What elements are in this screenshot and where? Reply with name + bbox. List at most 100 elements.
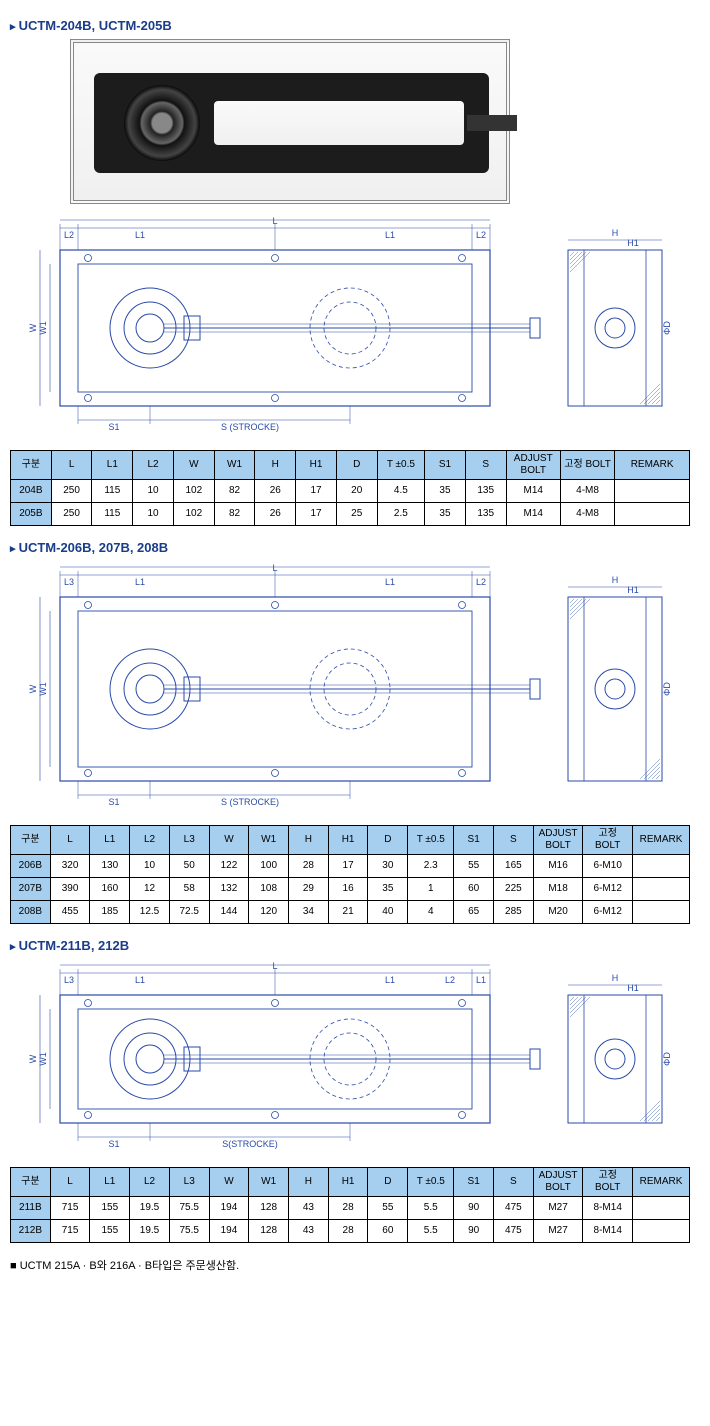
table-cell: 122 <box>209 855 249 878</box>
table-cell: 102 <box>173 503 214 526</box>
table-cell: 225 <box>494 878 534 901</box>
svg-text:L1: L1 <box>135 577 145 587</box>
spec-table: 구분LL1L2WW1HH1DT ±0.5S1SADJUST BOLT고정 BOL… <box>10 450 690 526</box>
table-cell: 43 <box>289 1220 329 1243</box>
table-cell: 205B <box>11 503 52 526</box>
section-title: UCTM-206B, 207B, 208B <box>10 540 700 555</box>
svg-text:ΦD: ΦD <box>662 682 672 696</box>
table-cell: 165 <box>494 855 534 878</box>
table-cell: M18 <box>533 878 583 901</box>
svg-text:L: L <box>272 961 277 971</box>
table-header: S1 <box>454 826 494 855</box>
engineering-drawing: L2L1LL1L2WW1S1S (STROCKE)HH1ΦD <box>10 214 700 442</box>
table-cell: 5.5 <box>408 1197 454 1220</box>
table-cell: 2.5 <box>377 503 425 526</box>
table-cell: 250 <box>51 503 92 526</box>
table-cell: 212B <box>11 1220 51 1243</box>
svg-text:L3: L3 <box>64 975 74 985</box>
table-cell: 19.5 <box>130 1197 170 1220</box>
table-cell: 1 <box>408 878 454 901</box>
table-header: L2 <box>130 826 170 855</box>
table-header: 고정 BOLT <box>583 826 633 855</box>
table-cell: 17 <box>328 855 368 878</box>
table-cell: 115 <box>92 503 133 526</box>
table-header: L <box>50 1168 90 1197</box>
table-cell: 102 <box>173 480 214 503</box>
table-cell: M16 <box>533 855 583 878</box>
table-cell: 206B <box>11 855 51 878</box>
section-title: UCTM-204B, UCTM-205B <box>10 18 700 33</box>
table-header: H1 <box>296 451 337 480</box>
svg-text:L1: L1 <box>135 230 145 240</box>
svg-text:W: W <box>28 1054 38 1063</box>
table-cell: 12 <box>130 878 170 901</box>
table-cell <box>615 480 690 503</box>
svg-text:S1: S1 <box>108 1139 119 1149</box>
table-header: REMARK <box>633 1168 690 1197</box>
table-cell <box>615 503 690 526</box>
table-cell: 20 <box>336 480 377 503</box>
table-cell: 43 <box>289 1197 329 1220</box>
table-header: L1 <box>92 451 133 480</box>
table-cell: 108 <box>249 878 289 901</box>
table-cell: 75.5 <box>169 1197 209 1220</box>
svg-text:ΦD: ΦD <box>662 1052 672 1066</box>
svg-text:L1: L1 <box>135 975 145 985</box>
table-header: S <box>465 451 506 480</box>
table-row: 208B45518512.572.5144120342140465285M206… <box>11 901 690 924</box>
table-cell: 135 <box>465 503 506 526</box>
svg-text:W1: W1 <box>38 321 48 335</box>
svg-text:L3: L3 <box>64 577 74 587</box>
table-cell: 21 <box>328 901 368 924</box>
table-cell: 8-M14 <box>583 1220 633 1243</box>
table-cell: 715 <box>50 1220 90 1243</box>
table-header: W1 <box>249 826 289 855</box>
table-row: 211B71515519.575.51941284328555.590475M2… <box>11 1197 690 1220</box>
table-cell: 100 <box>249 855 289 878</box>
table-cell: 194 <box>209 1220 249 1243</box>
table-row: 205B25011510102822617252.535135M144-M8 <box>11 503 690 526</box>
table-cell: 35 <box>368 878 408 901</box>
table-header: REMARK <box>615 451 690 480</box>
table-header: L <box>50 826 90 855</box>
table-header: S <box>494 826 534 855</box>
table-row: 206B32013010501221002817302.355165M166-M… <box>11 855 690 878</box>
table-cell: 128 <box>249 1197 289 1220</box>
table-cell: 10 <box>130 855 170 878</box>
table-cell: 26 <box>255 503 296 526</box>
table-cell: 155 <box>90 1220 130 1243</box>
table-cell: 60 <box>454 878 494 901</box>
svg-text:S1: S1 <box>108 797 119 807</box>
table-cell: 5.5 <box>408 1220 454 1243</box>
table-cell: 28 <box>328 1197 368 1220</box>
table-header: REMARK <box>633 826 690 855</box>
table-cell <box>633 1220 690 1243</box>
table-cell: 144 <box>209 901 249 924</box>
table-header: 구분 <box>11 826 51 855</box>
table-cell: 128 <box>249 1220 289 1243</box>
table-cell: 35 <box>425 503 466 526</box>
table-header: S <box>494 1168 534 1197</box>
table-header: W1 <box>214 451 255 480</box>
table-cell: 185 <box>90 901 130 924</box>
table-header: D <box>368 1168 408 1197</box>
table-header: H <box>289 1168 329 1197</box>
table-header: L2 <box>133 451 174 480</box>
table-cell: 6-M12 <box>583 901 633 924</box>
table-header: S1 <box>425 451 466 480</box>
table-header: W <box>209 1168 249 1197</box>
table-cell: 130 <box>90 855 130 878</box>
table-header: 고정 BOLT <box>583 1168 633 1197</box>
table-header: L <box>51 451 92 480</box>
table-cell: 6-M10 <box>583 855 633 878</box>
svg-text:W1: W1 <box>38 682 48 696</box>
table-header: D <box>336 451 377 480</box>
table-header: H <box>289 826 329 855</box>
table-header: L1 <box>90 1168 130 1197</box>
table-cell: 75.5 <box>169 1220 209 1243</box>
table-cell: 390 <box>50 878 90 901</box>
footnote: UCTM 215A · B와 216A · B타입은 주문생산함. <box>10 1257 700 1273</box>
table-cell <box>633 878 690 901</box>
engineering-drawing: L3L1LL1L1L2WW1S1S(STROCKE)HH1ΦD <box>10 959 700 1159</box>
table-cell: 194 <box>209 1197 249 1220</box>
